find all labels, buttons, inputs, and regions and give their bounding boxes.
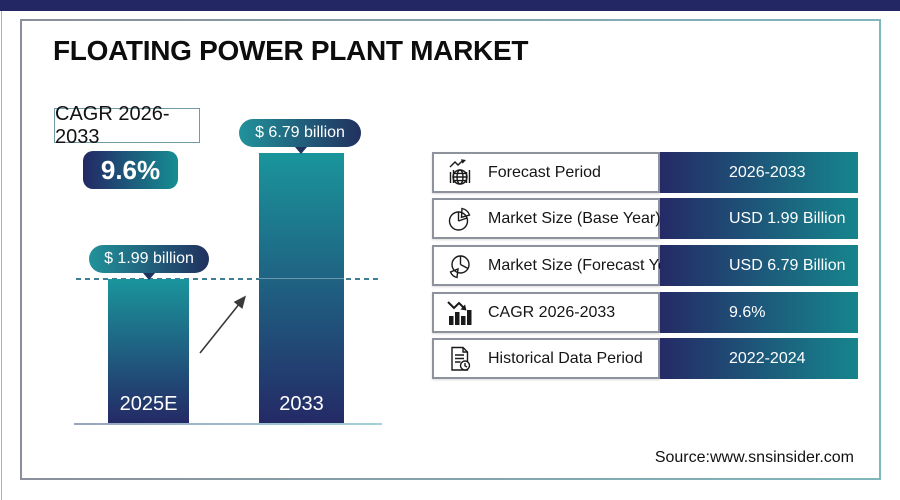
table-row-value: USD 6.79 Billion	[660, 245, 858, 286]
value-pill-2033: $ 6.79 billion	[239, 119, 361, 147]
bar-2033: 2033	[259, 153, 344, 423]
table-label-cell: Forecast Period	[432, 152, 660, 193]
table-row-label: Historical Data Period	[488, 349, 643, 367]
left-accent-line	[1, 11, 2, 500]
value-pill-2025-pointer	[143, 273, 155, 280]
table-row-label: Market Size (Base Year)	[488, 209, 661, 227]
table-label-cell: Market Size (Base Year)	[432, 198, 661, 239]
table-row-value: 2026-2033	[660, 152, 858, 193]
pie-chart-exploded-icon	[449, 254, 470, 278]
table-row-value: 9.6%	[660, 292, 858, 333]
pie-chart-icon	[448, 207, 471, 231]
table-label-cell: Historical Data Period	[432, 338, 660, 379]
table-row-value: USD 1.99 Billion	[660, 198, 858, 239]
cagr-period-box: CAGR 2026-2033	[54, 103, 200, 148]
table-row: CAGR 2026-2033 9.6%	[432, 292, 858, 333]
bar-2025: 2025E	[108, 279, 189, 423]
growth-arrow-icon	[199, 295, 246, 354]
table-row: Market Size (Forecast Year) USD 6.79 Bil…	[432, 245, 858, 286]
document-clock-icon	[451, 346, 471, 371]
table-label-cell: Market Size (Forecast Year)	[432, 245, 686, 286]
table-row-label: Market Size (Forecast Year)	[488, 256, 687, 274]
value-pill-2033-pointer	[295, 147, 307, 154]
cagr-value-badge: 9.6%	[83, 151, 178, 189]
source-attribution: Source:www.snsinsider.com	[654, 449, 854, 466]
table-row: Market Size (Base Year) USD 1.99 Billion	[432, 198, 858, 239]
globe-trend-icon	[449, 158, 471, 185]
value-pill-2025: $ 1.99 billion	[89, 245, 209, 273]
bar-growth-icon	[447, 300, 472, 325]
bar-2033-label: 2033	[279, 393, 324, 415]
table-row-value: 2022-2024	[660, 338, 858, 379]
page-title: FLOATING POWER PLANT MARKET	[53, 35, 529, 66]
top-accent-bar	[0, 0, 900, 11]
bar-2025-label: 2025E	[119, 393, 178, 415]
table-label-cell: CAGR 2026-2033	[432, 292, 660, 333]
table-row: Forecast Period 2026-2033	[432, 152, 858, 193]
content-box: FLOATING POWER PLANT MARKET CAGR 2026-20…	[20, 19, 881, 480]
reference-line-overlay	[259, 278, 344, 279]
chart-baseline	[74, 423, 382, 425]
reference-dashed-line	[76, 278, 382, 280]
table-row-label: CAGR 2026-2033	[488, 303, 616, 321]
table-row: Historical Data Period 2022-2024	[432, 338, 858, 379]
table-row-label: Forecast Period	[488, 163, 601, 181]
